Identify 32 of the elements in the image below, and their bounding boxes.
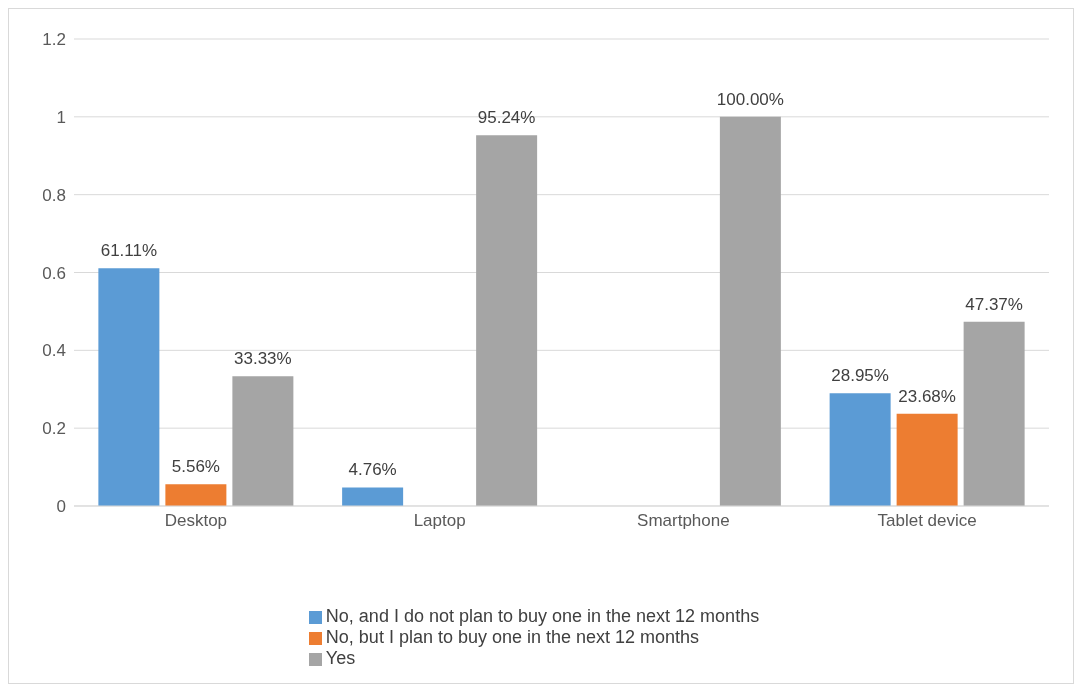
bar (476, 135, 538, 506)
legend-label: No, but I plan to buy one in the next 12 months (325, 627, 700, 647)
data-label: 23.68% (898, 386, 956, 406)
data-label: 4.76% (348, 460, 397, 480)
data-label: 100.00% (716, 89, 784, 109)
bar (963, 321, 1025, 506)
data-label: 95.24% (477, 108, 536, 128)
data-label: 47.37% (965, 294, 1023, 314)
y-tick-label: 1.2 (42, 30, 66, 50)
x-tick-label: Laptop (413, 511, 466, 531)
y-tick-label: 0 (56, 497, 66, 517)
legend-label: Yes (325, 648, 356, 668)
x-tick-label: Tablet device (877, 511, 977, 531)
y-tick-label: 0.2 (42, 419, 66, 439)
x-tick-label: Desktop (164, 511, 228, 531)
y-tick-label: 1 (56, 107, 66, 127)
bar (896, 413, 958, 506)
bar (165, 484, 227, 506)
y-tick-label: 0.4 (42, 341, 66, 361)
data-label: 61.11% (100, 241, 158, 261)
bar (719, 116, 781, 506)
data-label: 33.33% (234, 349, 292, 369)
data-label: 28.95% (831, 366, 889, 386)
bar (829, 393, 891, 506)
data-label: 5.56% (171, 457, 220, 477)
bar (342, 487, 404, 506)
legend-label: No, and I do not plan to buy one in the next 12 months (325, 606, 760, 626)
bar (232, 376, 294, 506)
y-tick-label: 0.6 (42, 263, 66, 283)
y-tick-label: 0.8 (42, 185, 66, 205)
bar (98, 268, 160, 506)
x-tick-label: Smartphone (637, 511, 730, 531)
